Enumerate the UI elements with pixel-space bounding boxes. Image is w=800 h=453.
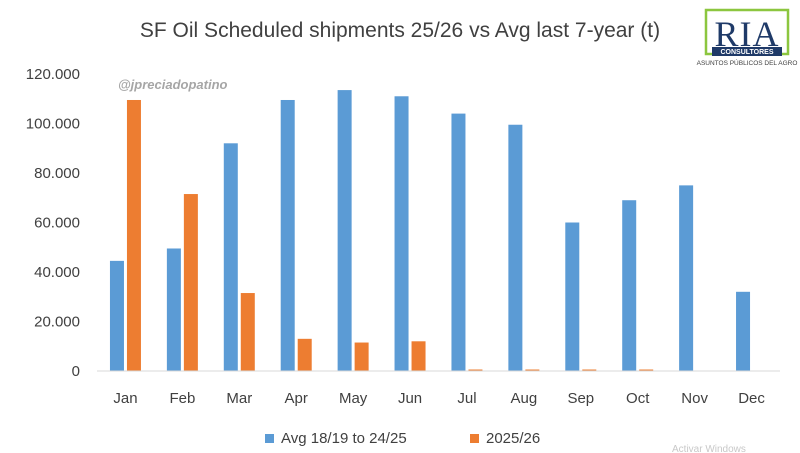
bar-avg-dec xyxy=(736,291,751,371)
bar-2025-26-feb xyxy=(183,194,198,371)
x-axis: Jan Feb Mar Apr May Jun Jul Aug Sep Oct Nov Dec xyxy=(113,390,765,407)
logo-subtitle: ASUNTOS PÚBLICOS DEL AGRO xyxy=(697,58,798,67)
y-tick-label: 0 xyxy=(72,363,80,380)
y-axis: 0 20.000 40.000 60.000 80.000 100.000 120.000 xyxy=(26,66,80,380)
bar-avg-mar xyxy=(223,143,238,371)
x-tick-label: Mar xyxy=(226,390,252,407)
bar-2025-26-jul xyxy=(468,369,483,371)
bar-avg-jun xyxy=(394,96,409,372)
legend: Avg 18/19 to 24/25 2025/26 xyxy=(265,430,540,447)
x-tick-label: Nov xyxy=(681,390,708,407)
y-tick-label: 40.000 xyxy=(34,264,80,281)
x-tick-label: Jan xyxy=(113,390,137,407)
bar-2025-26-sep xyxy=(582,369,597,371)
bar-2025-26-may xyxy=(354,342,369,371)
logo-tagline: CONSULTORES xyxy=(720,49,773,56)
x-tick-label: Feb xyxy=(169,390,195,407)
x-tick-label: Dec xyxy=(738,390,765,407)
x-tick-label: Sep xyxy=(567,390,594,407)
bar-avg-sep xyxy=(565,222,580,371)
y-tick-label: 60.000 xyxy=(34,215,80,232)
bar-2025-26-jan xyxy=(126,99,141,372)
bar-2025-26-mar xyxy=(240,293,255,371)
y-tick-label: 100.000 xyxy=(26,116,80,133)
x-tick-label: Apr xyxy=(285,390,308,407)
x-tick-label: Jun xyxy=(398,390,422,407)
bar-2025-26-oct xyxy=(639,369,654,371)
logo-band xyxy=(712,47,782,56)
bar-avg-aug xyxy=(508,124,523,371)
x-tick-label: May xyxy=(339,390,368,407)
bar-2025-26-jun xyxy=(411,341,426,371)
x-tick-label: Oct xyxy=(626,390,650,407)
legend-swatch xyxy=(265,434,274,443)
logo: RIA CONSULTORES ASUNTOS PÚBLICOS DEL AGR… xyxy=(697,8,798,67)
system-overlay-text: Activar Windows xyxy=(672,444,746,453)
bar-avg-apr xyxy=(280,99,295,372)
bar-avg-jul xyxy=(451,113,466,371)
bar-avg-may xyxy=(337,90,352,372)
legend-label: 2025/26 xyxy=(486,430,540,447)
bar-avg-nov xyxy=(679,185,694,371)
bar-avg-feb xyxy=(166,248,181,371)
x-tick-label: Aug xyxy=(511,390,538,407)
watermark: @jpreciadopatino xyxy=(118,77,228,92)
bars xyxy=(109,90,751,372)
y-tick-label: 120.000 xyxy=(26,66,80,83)
y-tick-label: 20.000 xyxy=(34,314,80,331)
bar-avg-oct xyxy=(622,200,637,371)
x-tick-label: Jul xyxy=(457,390,476,407)
y-tick-label: 80.000 xyxy=(34,165,80,182)
legend-label: Avg 18/19 to 24/25 xyxy=(281,430,407,447)
legend-swatch xyxy=(470,434,479,443)
bar-avg-jan xyxy=(109,260,124,371)
bar-2025-26-apr xyxy=(297,338,312,371)
chart-title: SF Oil Scheduled shipments 25/26 vs Avg … xyxy=(140,19,660,42)
bar-2025-26-aug xyxy=(525,369,540,371)
